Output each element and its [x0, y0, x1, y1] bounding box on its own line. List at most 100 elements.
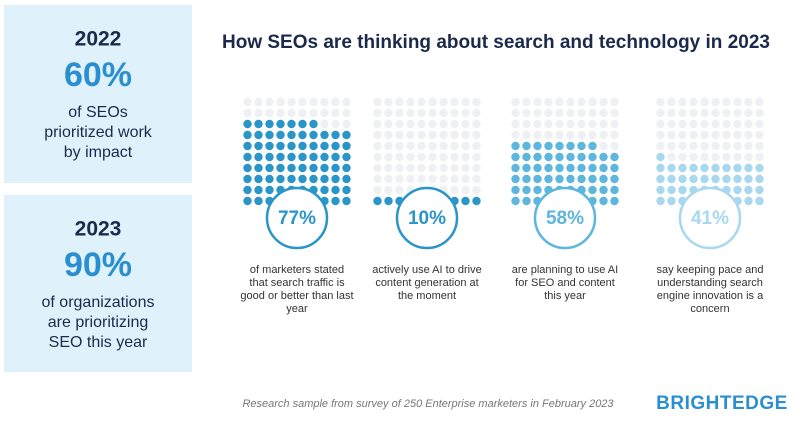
- dot-empty: [700, 141, 709, 151]
- dot-empty: [265, 108, 274, 118]
- dot-filled: [511, 152, 520, 162]
- dot-empty: [711, 97, 720, 107]
- dot-empty: [450, 108, 459, 118]
- dot-empty: [461, 174, 470, 184]
- dot-empty: [689, 108, 698, 118]
- dot-empty: [599, 108, 608, 118]
- dot-empty: [755, 97, 764, 107]
- dot-filled: [243, 185, 252, 195]
- dot-filled: [511, 196, 520, 206]
- dot-empty: [417, 174, 426, 184]
- dot-empty: [544, 119, 553, 129]
- dot-empty: [610, 141, 619, 151]
- dot-filled: [265, 152, 274, 162]
- dot-empty: [667, 108, 676, 118]
- dot-empty: [450, 130, 459, 140]
- dot-filled: [656, 163, 665, 173]
- dot-empty: [733, 108, 742, 118]
- dot-empty: [428, 152, 437, 162]
- dot-filled: [533, 174, 542, 184]
- dot-empty: [544, 108, 553, 118]
- dot-empty: [298, 97, 307, 107]
- caption: this year: [544, 290, 586, 302]
- dot-filled: [522, 174, 531, 184]
- dot-filled: [320, 141, 329, 151]
- caption: good or better than last: [240, 290, 353, 302]
- dot-empty: [395, 174, 404, 184]
- dot-empty: [320, 97, 329, 107]
- dot-empty: [395, 119, 404, 129]
- dot-empty: [533, 119, 542, 129]
- dot-empty: [599, 97, 608, 107]
- dot-empty: [373, 108, 382, 118]
- dot-empty: [406, 141, 415, 151]
- dot-filled: [544, 152, 553, 162]
- panel-text: are prioritizing: [48, 314, 148, 331]
- caption: of marketers stated: [250, 264, 344, 276]
- dot-empty: [417, 97, 426, 107]
- dot-empty: [533, 130, 542, 140]
- dot-filled: [511, 141, 520, 151]
- panel-bg: [4, 195, 192, 372]
- dot-empty: [254, 97, 263, 107]
- dot-filled: [588, 185, 597, 195]
- dot-filled: [656, 174, 665, 184]
- dot-filled: [588, 174, 597, 184]
- dot-empty: [406, 152, 415, 162]
- dot-empty: [450, 152, 459, 162]
- dot-filled: [588, 163, 597, 173]
- dot-filled: [667, 196, 676, 206]
- dot-empty: [439, 141, 448, 151]
- dot-empty: [522, 108, 531, 118]
- dot-filled: [599, 163, 608, 173]
- dot-empty: [711, 119, 720, 129]
- dot-empty: [406, 174, 415, 184]
- dot-filled: [610, 174, 619, 184]
- dot-filled: [599, 196, 608, 206]
- caption: understanding search: [657, 277, 763, 289]
- dot-filled: [533, 152, 542, 162]
- dot-filled: [689, 163, 698, 173]
- dot-empty: [522, 119, 531, 129]
- dot-filled: [342, 152, 351, 162]
- dot-empty: [472, 163, 481, 173]
- dot-filled: [342, 163, 351, 173]
- value-label: 10%: [408, 208, 446, 229]
- dot-empty: [588, 108, 597, 118]
- dot-filled: [298, 163, 307, 173]
- dot-filled: [254, 130, 263, 140]
- dot-filled: [755, 174, 764, 184]
- dot-empty: [342, 119, 351, 129]
- dot-filled: [755, 185, 764, 195]
- dot-filled: [320, 174, 329, 184]
- dot-filled: [689, 174, 698, 184]
- dot-filled: [511, 174, 520, 184]
- dot-filled: [610, 152, 619, 162]
- dot-filled: [373, 196, 382, 206]
- dot-empty: [599, 141, 608, 151]
- dot-filled: [566, 163, 575, 173]
- dot-filled: [511, 163, 520, 173]
- dot-empty: [689, 130, 698, 140]
- dot-empty: [566, 130, 575, 140]
- dot-empty: [689, 152, 698, 162]
- dot-empty: [711, 141, 720, 151]
- dot-empty: [588, 119, 597, 129]
- dot-filled: [722, 174, 731, 184]
- dot-empty: [406, 108, 415, 118]
- dot-filled: [511, 185, 520, 195]
- dot-filled: [243, 174, 252, 184]
- dot-empty: [544, 97, 553, 107]
- dot-empty: [700, 119, 709, 129]
- dot-filled: [276, 119, 285, 129]
- dot-empty: [722, 97, 731, 107]
- dot-empty: [711, 108, 720, 118]
- dot-empty: [588, 97, 597, 107]
- dot-empty: [384, 119, 393, 129]
- dot-empty: [544, 130, 553, 140]
- dot-filled: [254, 174, 263, 184]
- dot-empty: [722, 152, 731, 162]
- dot-empty: [342, 108, 351, 118]
- dot-filled: [309, 152, 318, 162]
- dot-filled: [254, 185, 263, 195]
